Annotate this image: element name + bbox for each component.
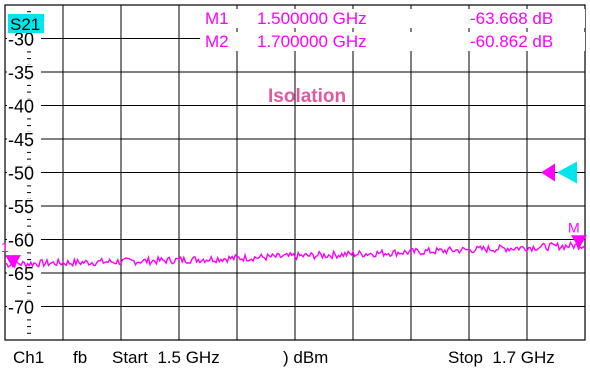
ref-level-marker-icon (557, 161, 577, 184)
trace-series (4, 240, 586, 269)
y-tick-bg (7, 65, 41, 79)
y-tick-bg (7, 232, 41, 247)
trace-title: Isolation (268, 86, 346, 107)
marker-2-tag: M (568, 219, 580, 235)
y-tick-label: -50 (8, 164, 34, 184)
plot-grid (4, 4, 586, 341)
marker-id: M1 (205, 9, 229, 28)
y-tick-bg (7, 132, 41, 146)
y-tick-bg (7, 266, 41, 280)
marker-readout-bg (200, 32, 585, 51)
y-tick-bg (7, 165, 41, 180)
y-tick-label: -60 (8, 231, 34, 251)
marker-readout-bg (200, 9, 585, 28)
y-tick-labels: -30 -35 -40 -45 -50 -55 -60 -65 -70 (7, 30, 41, 318)
trace-plot: -30-35-40-45-50-55-60-65-70 S21 M1 1.50000… (1, 4, 587, 341)
stop-frequency: Stop 1.7 GHz (448, 348, 555, 367)
y-tick-label: -65 (8, 264, 34, 284)
y-tick-label: -55 (8, 197, 34, 217)
mode-label: fb (73, 348, 88, 367)
y-tick-bg (7, 299, 41, 314)
marker-2-icon (571, 235, 587, 249)
marker-1-tag: 1 (1, 239, 9, 255)
y-tick-bg (7, 98, 41, 113)
marker-1-icon (5, 255, 21, 269)
channel-label: Ch1 (13, 348, 45, 367)
start-frequency: Start 1.5 GHz (112, 348, 220, 367)
marker-id: M2 (205, 32, 229, 51)
marker-value: -60.862 dB (470, 32, 553, 51)
trace-label: S21 (10, 15, 40, 34)
marker-frequency: 1.700000 GHz (257, 32, 367, 51)
ref-level-marker-icon (541, 163, 555, 182)
y-tick-label: -70 (8, 298, 34, 318)
source-power: ) dBm (283, 348, 329, 367)
y-tick-label: -45 (8, 130, 34, 150)
y-tick-label: -40 (8, 97, 34, 117)
y-tick-bg (7, 199, 41, 213)
trace-line (4, 240, 586, 269)
marker-value: -63.668 dB (470, 9, 553, 28)
trace-label-bg (8, 14, 44, 33)
y-tick-label: -35 (8, 63, 34, 83)
y-tick-bg (7, 31, 41, 46)
y-tick-label: -30 (8, 30, 34, 50)
marker-frequency: 1.500000 GHz (257, 9, 367, 28)
